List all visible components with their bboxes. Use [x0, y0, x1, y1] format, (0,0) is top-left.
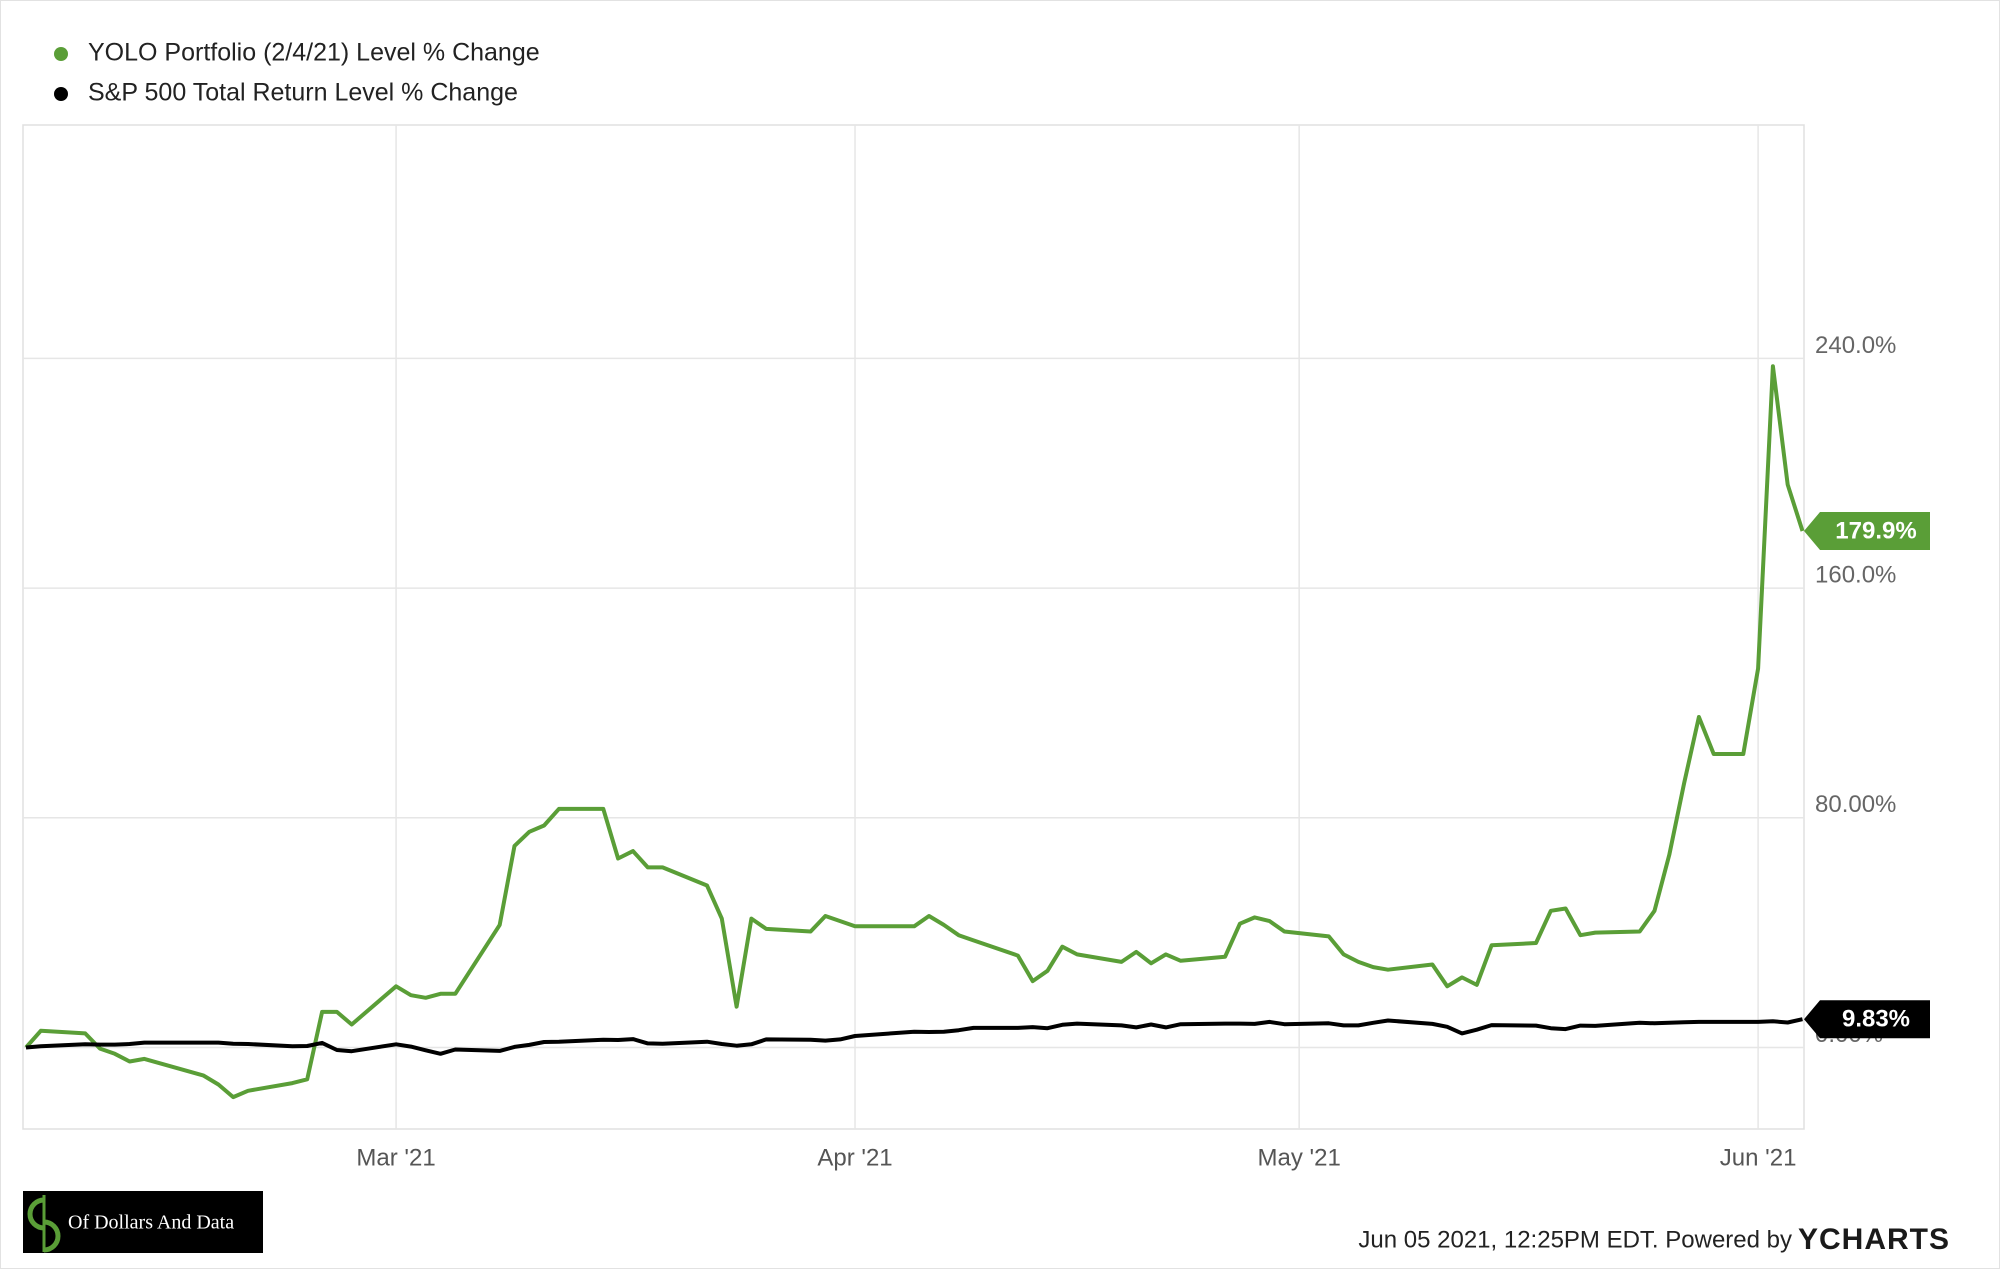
- x-tick-label: Apr '21: [817, 1144, 892, 1171]
- value-label-text: 179.9%: [1835, 517, 1916, 544]
- logo-box: [23, 1191, 263, 1253]
- value-label-text: 9.83%: [1842, 1006, 1910, 1033]
- value-label-box: [1804, 511, 1930, 550]
- legend-marker: [54, 87, 68, 101]
- x-tick-label: May '21: [1258, 1144, 1341, 1171]
- y-tick-label: 80.00%: [1815, 791, 1896, 818]
- value-label: 179.9%: [1804, 511, 1930, 550]
- logo: Of Dollars And Data: [23, 1191, 263, 1253]
- plot-area: [22, 124, 1805, 1130]
- x-tick-label: Mar '21: [356, 1144, 435, 1171]
- series-line: [24, 364, 1805, 1100]
- legend-marker: [54, 47, 68, 61]
- series-line: [25, 1017, 1803, 1056]
- value-label: 9.83%: [1804, 1000, 1930, 1039]
- value-label-box: [1804, 1000, 1930, 1039]
- logo-icon: [27, 1197, 61, 1253]
- logo-text: Of Dollars And Data: [68, 1212, 234, 1234]
- brand: YCHARTS: [1798, 1223, 1950, 1256]
- legend-label: S&P 500 Total Return Level % Change: [88, 79, 518, 107]
- y-tick-label: 160.0%: [1815, 561, 1896, 588]
- legend-label: YOLO Portfolio (2/4/21) Level % Change: [88, 39, 540, 67]
- y-tick-label: 240.0%: [1815, 332, 1896, 359]
- x-tick-label: Jun '21: [1720, 1144, 1797, 1171]
- source-note: Jun 05 2021, 12:25PM EDT. Powered by: [1358, 1226, 1792, 1253]
